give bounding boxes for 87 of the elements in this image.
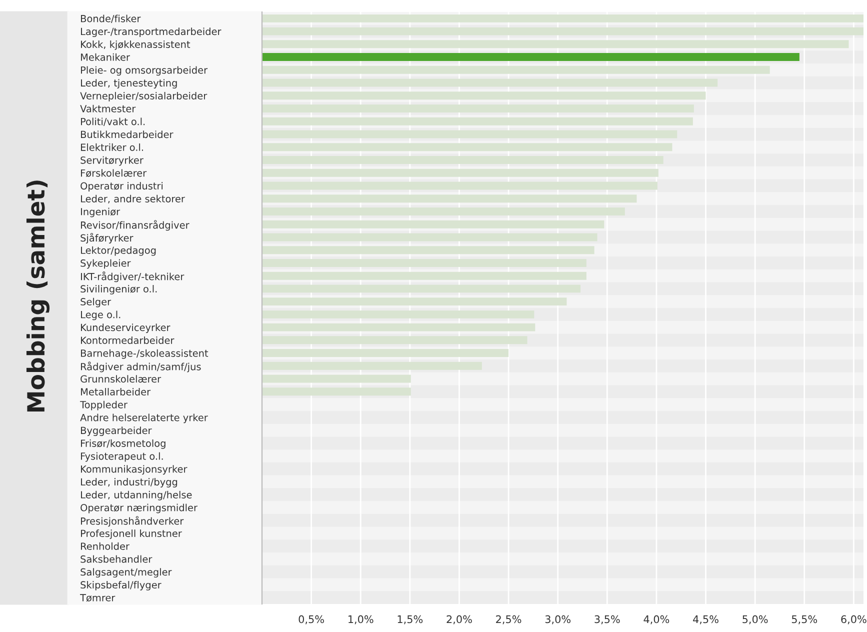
y-tick-label: Barnehage-/skoleassistent xyxy=(81,349,208,359)
x-tick-label: 2,0% xyxy=(446,615,472,624)
bar xyxy=(262,92,706,100)
bar xyxy=(262,246,594,254)
bar xyxy=(262,349,509,358)
y-tick-label: Sivilingeniør o.l. xyxy=(80,285,157,294)
y-tick-label: Leder, industri/bygg xyxy=(81,478,178,488)
y-tick-label: Lektor/pedagog xyxy=(81,246,156,256)
y-tick-label: Ingeniør xyxy=(81,208,120,218)
bar xyxy=(262,78,718,87)
bar xyxy=(262,194,637,203)
y-tick-label: Metallarbeider xyxy=(81,388,151,396)
y-tick-label: Selger xyxy=(80,298,112,308)
y-tick-label: Presisjonshåndverker xyxy=(81,516,184,527)
bar xyxy=(262,284,581,293)
y-tick-label: Kundeserviceyrker xyxy=(81,324,170,334)
bar xyxy=(262,182,658,190)
x-tick-label: 4,5% xyxy=(693,615,718,624)
y-tick-label: Grunnskolelærer xyxy=(80,375,162,383)
y-tick-label: Elektriker o.l. xyxy=(81,143,143,151)
bar xyxy=(262,143,672,152)
y-tick-label: Andre helserelaterte yrker xyxy=(80,414,208,424)
y-tick-label: Førskolelærer xyxy=(81,169,147,178)
y-tick-label: Kontormedarbeider xyxy=(81,336,174,344)
bar xyxy=(262,104,694,113)
x-tick-label: 3,0% xyxy=(545,615,570,624)
bar xyxy=(262,362,482,370)
x-tick-label: 6,0% xyxy=(841,615,866,624)
bar xyxy=(262,130,678,138)
x-tick-label: 4,0% xyxy=(644,615,670,624)
y-tick-label: Leder, andre sektorer xyxy=(81,194,185,204)
y-tick-label: Operatør industri xyxy=(80,182,163,192)
x-tick-label: 0,5% xyxy=(298,615,324,624)
x-tick-label: 3,5% xyxy=(594,615,620,624)
y-tick-label: Saksbehandler xyxy=(80,555,152,563)
y-tick-label: Servitøryrker xyxy=(80,156,144,166)
bar xyxy=(262,117,693,126)
y-tick-label: Sykepleier xyxy=(80,259,131,269)
y-tick-label: Kommunikasjonsyrker xyxy=(81,465,188,475)
bar xyxy=(262,40,849,48)
bar xyxy=(262,14,864,22)
y-tick-label: Renholder xyxy=(81,542,130,550)
bar xyxy=(262,207,625,216)
bar xyxy=(262,233,598,242)
y-tick-label: Kokk, kjøkkenassistent xyxy=(81,40,190,50)
y-axis-title: Mobbing (samlet) xyxy=(26,180,50,412)
y-tick-label: Vernepleier/sosialarbeider xyxy=(80,92,208,102)
y-tick-label: Butikkmedarbeider xyxy=(81,130,174,138)
bar xyxy=(262,220,604,228)
bar xyxy=(262,388,411,396)
y-tick-label: Salgsagent/megler xyxy=(80,568,172,578)
y-tick-label: Leder, tjenesteyting xyxy=(81,79,177,88)
y-tick-label: Profesjonell kunstner xyxy=(81,530,182,539)
y-tick-label: IKT-rådgiver/-tekniker xyxy=(81,272,184,282)
bar xyxy=(262,272,586,280)
x-tick-label: 2,5% xyxy=(496,615,522,624)
x-tick-label: 5,0% xyxy=(742,615,768,624)
bar xyxy=(262,258,586,267)
y-tick-label: Tømrer xyxy=(80,594,116,602)
x-tick-label: 1,0% xyxy=(348,615,374,624)
y-tick-label: Pleie- og omsorgsarbeider xyxy=(81,66,208,76)
bar xyxy=(262,66,770,74)
bar xyxy=(262,310,534,318)
y-tick-label: Byggearbeider xyxy=(81,426,152,436)
bar xyxy=(262,156,664,164)
y-tick-label: Operatør næringsmidler xyxy=(80,504,198,514)
y-tick-label: Revisor/finansrådgiver xyxy=(81,220,190,231)
y-tick-label: Fysioterapeut o.l. xyxy=(81,452,163,462)
bar xyxy=(262,298,567,306)
y-tick-label: Lager-/transportmedarbeider xyxy=(81,28,222,38)
bar xyxy=(262,323,536,332)
y-tick-label: Frisør/kosmetolog xyxy=(81,439,166,449)
x-tick-label: 1,5% xyxy=(398,615,423,624)
x-tick-label: 5,5% xyxy=(792,615,818,624)
y-tick-label: Skipsbefal/flyger xyxy=(80,581,162,590)
y-tick-label: Lege o.l. xyxy=(81,310,120,320)
y-tick-label: Rådgiver admin/samf/jus xyxy=(81,362,201,372)
y-tick-label: Bonde/fisker xyxy=(81,14,141,24)
bar xyxy=(262,336,528,344)
bar xyxy=(262,374,411,383)
y-tick-label: Toppleder xyxy=(80,400,128,410)
y-tick-label: Mekaniker xyxy=(81,53,130,61)
y-tick-label: Leder, utdanning/helse xyxy=(81,490,192,500)
y-tick-label: Vaktmester xyxy=(80,104,136,112)
y-tick-label: Sjåføryrker xyxy=(80,232,134,244)
y-tick-label: Politi/vakt o.l. xyxy=(81,118,145,126)
bar xyxy=(262,168,658,177)
